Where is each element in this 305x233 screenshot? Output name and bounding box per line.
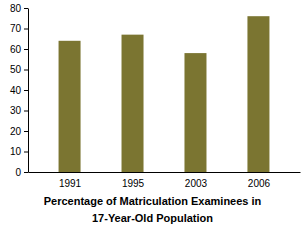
- bars: [59, 16, 270, 172]
- y-tick-mark: [24, 70, 28, 71]
- bar: [59, 41, 81, 172]
- x-tick: 1995: [122, 172, 145, 189]
- y-tick-mark: [24, 172, 28, 173]
- y-axis-line: [28, 9, 29, 173]
- y-tick-label: 50: [10, 64, 22, 75]
- y-tick-mark: [24, 8, 28, 9]
- y-tick-mark: [24, 49, 28, 50]
- x-tick: 2003: [185, 172, 208, 189]
- y-tick-label: 20: [10, 126, 22, 137]
- x-tick: 2006: [248, 172, 271, 189]
- title: Percentage of Matriculation Examinees in…: [44, 195, 262, 224]
- y-tick: 40: [10, 85, 28, 96]
- bar: [184, 53, 206, 172]
- bar: [247, 16, 269, 172]
- y-tick-label: 40: [10, 85, 22, 96]
- y-tick-label: 0: [15, 167, 21, 178]
- y-tick: 60: [10, 44, 28, 55]
- x-tick: 1991: [59, 172, 82, 189]
- y-tick-label: 30: [10, 105, 22, 116]
- y-tick-mark: [24, 152, 28, 153]
- y-tick: 80: [10, 3, 28, 14]
- x-tick-label: 2003: [185, 178, 208, 189]
- y-tick-label: 60: [10, 44, 22, 55]
- bar: [122, 35, 144, 172]
- y-tick: 50: [10, 64, 28, 75]
- y-tick: 0: [15, 167, 28, 178]
- y-tick: 30: [10, 105, 28, 116]
- x-axis-line: [29, 172, 301, 173]
- y-tick-label: 80: [10, 3, 22, 14]
- plot: 0 10 20 30 40 50 60 70 80 1991 1995 2003 2006: [10, 3, 301, 189]
- x-tick-label: 1995: [122, 178, 145, 189]
- x-tick-label: 1991: [59, 178, 82, 189]
- y-tick-label: 70: [10, 23, 22, 34]
- x-axis: 1991 1995 2003 2006: [29, 172, 301, 189]
- x-tick-label: 2006: [248, 178, 271, 189]
- y-tick: 10: [10, 146, 28, 157]
- y-tick: 20: [10, 126, 28, 137]
- y-tick-mark: [24, 131, 28, 132]
- y-tick: 70: [10, 23, 28, 34]
- y-axis: 0 10 20 30 40 50 60 70 80: [10, 3, 29, 178]
- y-tick-mark: [24, 111, 28, 112]
- chart: 0 10 20 30 40 50 60 70 80 1991 1995 2003 2006 Percent…: [0, 0, 305, 233]
- y-tick-mark: [24, 90, 28, 91]
- y-tick-mark: [24, 29, 28, 30]
- y-tick-label: 10: [10, 146, 22, 157]
